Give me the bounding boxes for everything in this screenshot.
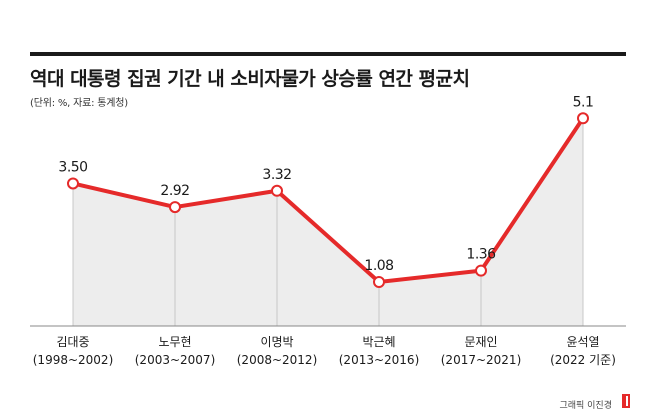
area-fill [73, 118, 583, 326]
data-label: 2.92 [160, 183, 189, 199]
x-tick-label: 이명박 (2008~2012) [237, 335, 318, 367]
x-tick-label: 윤석열 (2022 기준) [550, 335, 616, 367]
x-tick-label: 노무현 (2003~2007) [135, 335, 216, 367]
series-line [71, 116, 585, 285]
chart-title: 역대 대통령 집권 기간 내 소비자물가 상승률 연간 평균치 [30, 68, 470, 90]
data-label: 1.36 [466, 247, 496, 263]
x-tick-label: 박근혜 (2013~2016) [339, 335, 420, 367]
data-point [475, 264, 487, 277]
publisher-logo-icon [622, 394, 630, 408]
data-point [271, 184, 283, 197]
chart-subtitle: (단위: %, 자료: 통계청) [30, 98, 128, 109]
data-point [373, 276, 385, 289]
graphic-credit: 그래픽 이진경 [559, 401, 612, 411]
data-label: 3.50 [58, 159, 87, 175]
data-label: 5.1 [573, 94, 594, 110]
data-point [577, 112, 589, 125]
data-label: 1.08 [364, 258, 393, 274]
x-tick-label: 문재인 (2017~2021) [441, 335, 522, 367]
top-rule [30, 52, 626, 56]
data-point [67, 177, 79, 190]
data-label: 3.32 [262, 167, 291, 183]
x-tick-label: 김대중 (1998~2002) [33, 335, 114, 367]
data-point [169, 201, 181, 214]
